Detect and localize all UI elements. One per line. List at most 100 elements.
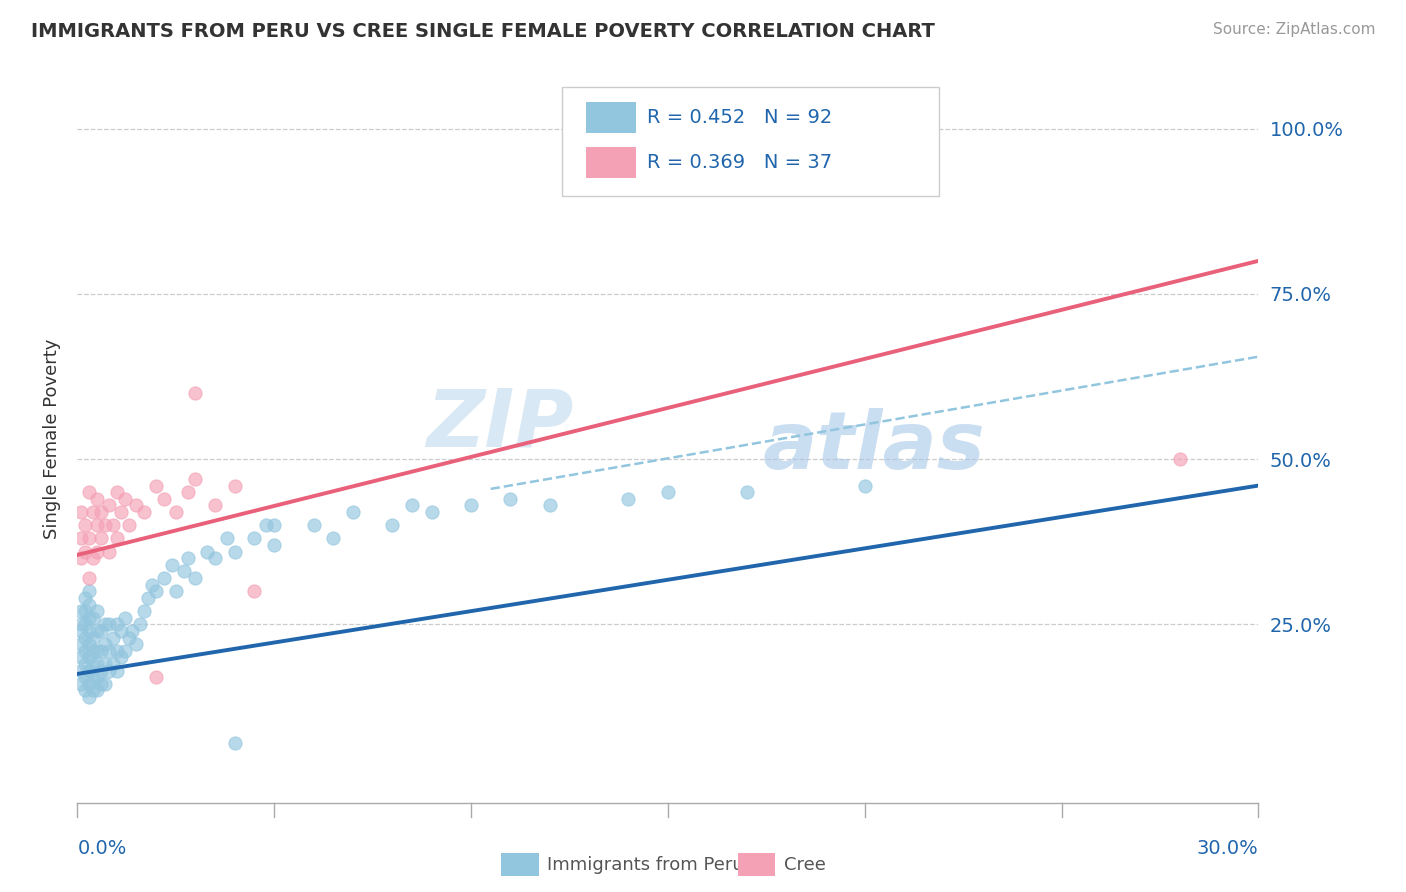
Point [82, 657, 104, 671]
Point [75, 683, 97, 698]
Point [86, 657, 108, 671]
Point [90, 505, 112, 519]
Point [75, 644, 97, 658]
Text: Source: ZipAtlas.com: Source: ZipAtlas.com [1212, 22, 1375, 37]
Point [77, 650, 100, 665]
Point [420, 505, 443, 519]
Point [176, 485, 198, 500]
Point [70, 551, 93, 566]
Point [75, 631, 97, 645]
Point [105, 664, 128, 678]
Point [184, 571, 207, 585]
Point [125, 637, 148, 651]
Point [77, 571, 100, 585]
Point [82, 631, 104, 645]
Point [153, 571, 176, 585]
Point [77, 637, 100, 651]
Point [75, 657, 97, 671]
Point [97, 544, 120, 558]
Point [105, 644, 128, 658]
Point [105, 485, 128, 500]
Point [82, 551, 104, 566]
Text: 0.0%: 0.0% [77, 839, 127, 858]
Point [153, 491, 176, 506]
Point [184, 472, 207, 486]
Point [101, 657, 124, 671]
Point [77, 690, 100, 704]
Point [86, 644, 108, 658]
Point [77, 611, 100, 625]
Point [77, 485, 100, 500]
Point [499, 491, 522, 506]
Text: 30.0%: 30.0% [1197, 839, 1258, 858]
Point [75, 591, 97, 605]
Point [77, 664, 100, 678]
Point [75, 518, 97, 533]
Point [77, 624, 100, 638]
Point [90, 664, 112, 678]
Point [70, 617, 93, 632]
Point [1168, 452, 1191, 467]
Point [77, 677, 100, 691]
Point [86, 604, 108, 618]
Point [342, 505, 364, 519]
Text: atlas: atlas [762, 408, 986, 485]
Point [70, 664, 93, 678]
Point [141, 578, 163, 592]
Point [70, 505, 93, 519]
Point [82, 683, 104, 698]
Point [86, 518, 108, 533]
Point [134, 505, 156, 519]
Point [401, 499, 423, 513]
Point [184, 386, 207, 401]
Point [302, 518, 325, 533]
Text: Cree: Cree [783, 855, 825, 873]
Point [117, 518, 139, 533]
Point [77, 584, 100, 599]
FancyBboxPatch shape [586, 102, 636, 133]
Point [105, 532, 128, 546]
Point [77, 532, 100, 546]
Point [94, 657, 117, 671]
Point [70, 637, 93, 651]
Point [381, 518, 404, 533]
FancyBboxPatch shape [502, 853, 538, 876]
Point [97, 664, 120, 678]
Point [145, 584, 167, 599]
Point [853, 478, 876, 492]
Point [121, 624, 143, 638]
Point [125, 499, 148, 513]
Point [136, 591, 159, 605]
Point [110, 650, 132, 665]
Point [70, 532, 93, 546]
Point [224, 478, 246, 492]
Point [114, 611, 136, 625]
Point [263, 518, 285, 533]
Point [86, 624, 108, 638]
Point [224, 736, 246, 750]
Point [460, 499, 482, 513]
Point [90, 644, 112, 658]
Point [86, 670, 108, 684]
Point [160, 558, 183, 572]
Point [94, 637, 117, 651]
Point [117, 631, 139, 645]
Point [70, 677, 93, 691]
Text: Immigrants from Peru: Immigrants from Peru [547, 855, 744, 873]
Point [70, 650, 93, 665]
Point [204, 499, 226, 513]
Point [538, 499, 561, 513]
Y-axis label: Single Female Poverty: Single Female Poverty [42, 339, 60, 540]
Point [82, 670, 104, 684]
FancyBboxPatch shape [738, 853, 775, 876]
Point [243, 584, 266, 599]
Point [82, 611, 104, 625]
Point [82, 644, 104, 658]
Text: IMMIGRANTS FROM PERU VS CREE SINGLE FEMALE POVERTY CORRELATION CHART: IMMIGRANTS FROM PERU VS CREE SINGLE FEMA… [31, 22, 935, 41]
Point [75, 617, 97, 632]
Point [82, 505, 104, 519]
Text: R = 0.452   N = 92: R = 0.452 N = 92 [647, 108, 832, 127]
Point [145, 478, 167, 492]
Text: ZIP: ZIP [426, 385, 574, 464]
Point [173, 565, 195, 579]
